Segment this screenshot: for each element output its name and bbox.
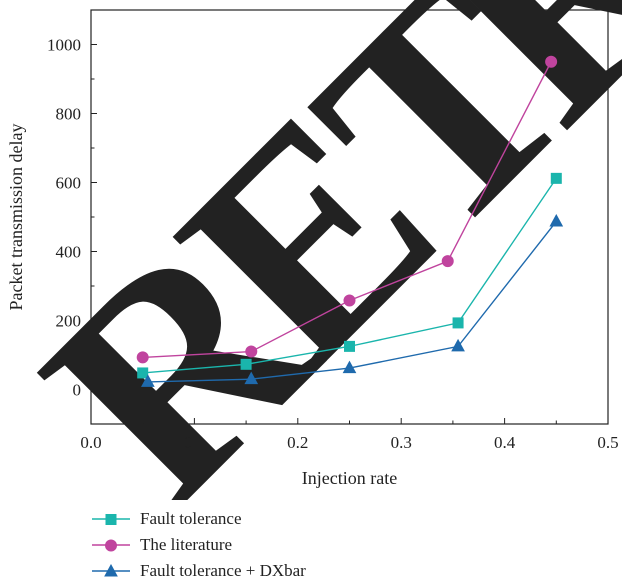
legend-item: The literature [92, 532, 306, 558]
series-0 [137, 172, 562, 379]
x-tick-label: 0.1 [184, 433, 205, 452]
data-point [549, 213, 564, 227]
data-point [244, 371, 259, 385]
y-axis-label: Packet transmission delay [6, 124, 26, 311]
y-tick-label: 600 [56, 174, 82, 193]
data-point [344, 340, 355, 352]
legend-marker [104, 564, 118, 577]
data-point [136, 351, 149, 364]
data-point [137, 367, 149, 379]
legend-swatch [92, 539, 130, 552]
x-axis: 0.0 0.1 0.2 0.3 0.4 0.5 [80, 418, 619, 452]
legend-item: Fault tolerance + DXbar [92, 558, 306, 584]
data-point [452, 317, 464, 329]
data-point [550, 172, 562, 184]
data-point [245, 345, 258, 358]
x-axis-label: Injection rate [302, 468, 397, 488]
series-1 [136, 55, 558, 364]
series-layer [136, 55, 564, 387]
data-point [451, 338, 465, 352]
legend-label: The literature [140, 535, 233, 554]
retracted-watermark: RETR [0, 0, 622, 500]
data-point [141, 374, 155, 387]
legend: Fault tolerance The literature Fault toler… [92, 506, 306, 584]
data-point [240, 358, 252, 370]
legend-marker [105, 514, 117, 525]
legend-label: Fault tolerance [140, 509, 242, 528]
y-tick-label: 0 [73, 381, 82, 400]
data-point [441, 255, 454, 268]
data-point [342, 360, 357, 374]
x-tick-label: 0.3 [391, 433, 412, 452]
data-point [545, 55, 558, 68]
y-tick-label: 1000 [47, 36, 81, 55]
y-tick-label: 400 [56, 243, 82, 262]
data-point [343, 294, 356, 307]
legend-marker [105, 539, 117, 552]
x-tick-label: 0.5 [597, 433, 618, 452]
legend-item: Fault tolerance [92, 506, 306, 532]
y-tick-label: 800 [56, 105, 82, 124]
legend-swatch [92, 564, 130, 577]
legend-label: Fault tolerance + DXbar [140, 561, 306, 580]
legend-swatch [92, 514, 130, 525]
x-tick-label: 0.2 [287, 433, 308, 452]
y-axis: 0 200 400 600 800 1000 [47, 9, 97, 425]
y-tick-label: 200 [56, 312, 82, 331]
series-2 [141, 213, 564, 387]
x-tick-label: 0.4 [494, 433, 516, 452]
x-tick-label: 0.0 [80, 433, 101, 452]
